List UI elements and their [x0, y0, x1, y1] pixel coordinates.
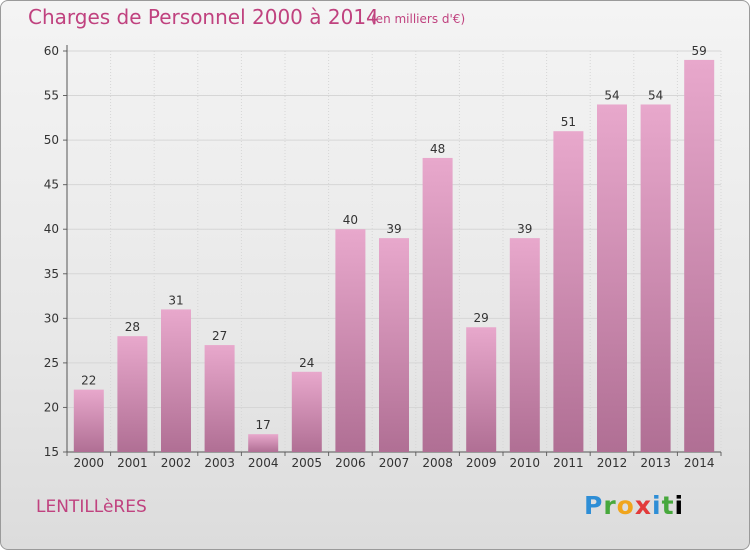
x-tick-label: 2000	[74, 456, 105, 470]
chart-subtitle: (en milliers d'€)	[371, 12, 466, 26]
y-tick-label: 15	[44, 445, 59, 459]
x-tick-label: 2011	[553, 456, 584, 470]
chart-title: Charges de Personnel 2000 à 2014	[28, 5, 379, 29]
bar	[248, 434, 279, 452]
logo-letter: i	[652, 491, 662, 520]
bar	[684, 59, 715, 453]
logo-letter: r	[603, 491, 617, 520]
data-labels: 22 28 31 27 17 24 40 39 48 29 39 51 54 54 59	[81, 44, 707, 432]
y-tick-label: 60	[44, 44, 59, 58]
bar	[379, 238, 409, 452]
proxiti-logo: Proxiti	[584, 491, 684, 520]
x-tick-label: 2002	[161, 456, 192, 470]
data-label: 54	[604, 88, 619, 102]
y-tick-label: 40	[44, 222, 59, 236]
bar	[117, 336, 148, 452]
x-tick-label: 2001	[117, 456, 148, 470]
data-label: 29	[474, 311, 489, 325]
y-tick-label: 20	[44, 400, 59, 414]
bar	[335, 229, 366, 452]
x-tick-label: 2005	[292, 456, 323, 470]
bar	[466, 327, 497, 452]
y-tick-label: 55	[44, 89, 59, 103]
data-label: 17	[256, 418, 271, 432]
data-label: 31	[168, 293, 183, 307]
bar	[422, 157, 453, 452]
x-tick-label: 2007	[379, 456, 410, 470]
bar	[553, 131, 584, 452]
tick-labels: 15 20 25 30 35 40 45 50 55 60 2000 2001 2002 2003 2004…	[44, 44, 715, 470]
data-label: 54	[648, 88, 663, 102]
x-tick-label: 2010	[510, 456, 541, 470]
commune-name: LENTILLèRES	[36, 497, 147, 517]
logo-letter: o	[616, 491, 635, 520]
y-tick-label: 25	[44, 356, 59, 370]
data-label: 48	[430, 142, 445, 156]
bar	[204, 345, 235, 452]
y-tick-label: 30	[44, 311, 59, 325]
bars	[73, 59, 715, 453]
data-label: 22	[81, 374, 96, 388]
data-label: 24	[299, 356, 314, 370]
bar	[161, 309, 191, 452]
x-tick-label: 2014	[684, 456, 715, 470]
logo-letter: t	[661, 491, 675, 520]
data-label: 51	[561, 115, 576, 129]
bar	[509, 238, 540, 452]
data-label: 40	[343, 213, 358, 227]
x-tick-label: 2009	[466, 456, 497, 470]
x-tick-label: 2006	[335, 456, 366, 470]
bar	[640, 104, 671, 452]
bar	[291, 371, 322, 452]
bar	[597, 104, 627, 452]
x-tick-label: 2013	[640, 456, 671, 470]
x-tick-label: 2004	[248, 456, 279, 470]
data-label: 39	[386, 222, 401, 236]
x-tick-label: 2008	[422, 456, 453, 470]
y-tick-label: 35	[44, 267, 59, 281]
logo-letter: P	[584, 491, 604, 520]
data-label: 28	[125, 320, 140, 334]
data-label: 59	[692, 44, 707, 58]
x-tick-label: 2012	[597, 456, 628, 470]
data-label: 39	[517, 222, 532, 236]
bar	[73, 389, 104, 452]
y-tick-label: 50	[44, 133, 59, 147]
logo-letter: i	[674, 491, 685, 520]
y-tick-label: 45	[44, 178, 59, 192]
data-label: 27	[212, 329, 227, 343]
x-tick-label: 2003	[204, 456, 235, 470]
logo-letter: x	[634, 491, 652, 520]
